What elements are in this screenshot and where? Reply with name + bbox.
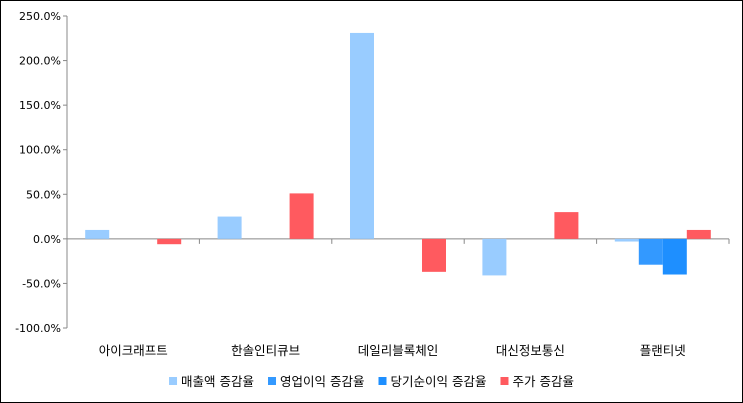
bar: [157, 238, 182, 245]
bar: [85, 229, 110, 239]
bar: [217, 216, 242, 239]
y-tick-label: 50.0%: [26, 188, 61, 201]
legend-label: 당기순이익 증감율: [391, 374, 487, 389]
y-tick-label: 250.0%: [19, 10, 61, 23]
y-tick-label: -100.0%: [15, 322, 61, 335]
legend-label: 매출액 증감율: [181, 374, 254, 389]
category-label: 한솔인티큐브: [231, 343, 300, 358]
legend-label: 영업이익 증감율: [280, 374, 364, 389]
y-tick-label: -50.0%: [22, 277, 61, 290]
bar: [638, 238, 663, 265]
legend-swatch: [500, 377, 509, 385]
bar: [554, 212, 579, 239]
bar: [482, 238, 507, 276]
y-tick-label: 150.0%: [19, 99, 61, 112]
category-label: 플랜티넷: [640, 343, 686, 358]
legend-swatch: [169, 377, 178, 385]
category-label: 데일리블록체인: [358, 343, 439, 358]
y-tick-label: 100.0%: [19, 144, 61, 157]
bar: [422, 238, 446, 272]
category-label: 아이크래프트: [99, 343, 168, 358]
legend-label: 주가 증감율: [512, 374, 573, 389]
y-tick-label: 0.0%: [33, 233, 61, 246]
category-label: 대신정보통신: [496, 343, 565, 358]
bar: [289, 193, 314, 239]
bar: [686, 229, 711, 239]
bar: [350, 32, 374, 239]
bar: [662, 238, 687, 275]
legend-swatch: [378, 377, 387, 385]
bar: [614, 238, 639, 242]
legend-swatch: [268, 377, 277, 385]
y-tick-label: 200.0%: [19, 55, 61, 68]
